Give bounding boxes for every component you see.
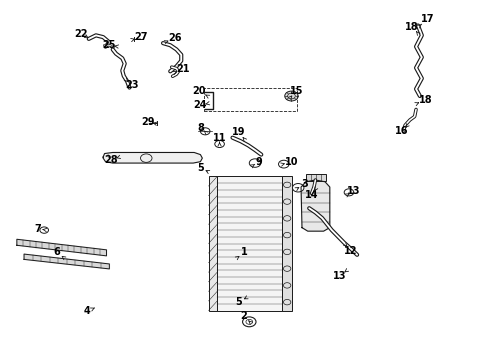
Bar — [208, 176, 217, 311]
Text: 1: 1 — [241, 247, 247, 257]
Text: 27: 27 — [134, 32, 148, 42]
Bar — [203, 88, 297, 111]
Text: 11: 11 — [212, 133, 226, 143]
Circle shape — [344, 189, 353, 196]
Circle shape — [284, 91, 298, 101]
Circle shape — [292, 184, 304, 192]
Text: 18: 18 — [418, 95, 431, 104]
Text: 5: 5 — [235, 297, 242, 307]
Text: 8: 8 — [197, 123, 203, 133]
Polygon shape — [301, 180, 329, 231]
Text: 19: 19 — [231, 127, 245, 138]
Text: 16: 16 — [394, 126, 407, 136]
Bar — [305, 174, 325, 181]
Polygon shape — [103, 153, 202, 163]
Text: 7: 7 — [34, 224, 41, 234]
Text: 25: 25 — [102, 40, 116, 50]
Text: 13: 13 — [346, 186, 360, 196]
Circle shape — [242, 317, 256, 327]
Circle shape — [214, 140, 224, 148]
Circle shape — [278, 160, 288, 168]
Text: 18: 18 — [405, 22, 418, 32]
Text: 29: 29 — [141, 117, 154, 127]
Bar — [281, 176, 292, 311]
Polygon shape — [17, 239, 106, 256]
Circle shape — [40, 227, 48, 233]
Polygon shape — [24, 254, 109, 269]
Text: 20: 20 — [192, 86, 205, 96]
Text: 14: 14 — [304, 190, 318, 200]
Circle shape — [249, 159, 260, 167]
Circle shape — [200, 128, 209, 135]
Text: 21: 21 — [176, 64, 189, 74]
Bar — [217, 176, 281, 311]
Text: 10: 10 — [284, 157, 298, 167]
Text: 26: 26 — [168, 33, 182, 43]
Text: 17: 17 — [420, 14, 433, 24]
Text: 2: 2 — [240, 311, 246, 321]
Text: 15: 15 — [289, 86, 303, 96]
Text: 9: 9 — [255, 157, 262, 167]
Text: 12: 12 — [344, 246, 357, 256]
Text: 4: 4 — [84, 306, 90, 316]
Text: 13: 13 — [332, 271, 346, 281]
Text: 22: 22 — [74, 28, 87, 39]
Text: 23: 23 — [125, 80, 139, 90]
Text: 3: 3 — [301, 179, 307, 189]
Text: 6: 6 — [53, 247, 60, 257]
Text: 24: 24 — [193, 100, 207, 110]
Text: 5: 5 — [197, 163, 203, 173]
Text: 28: 28 — [104, 154, 118, 165]
